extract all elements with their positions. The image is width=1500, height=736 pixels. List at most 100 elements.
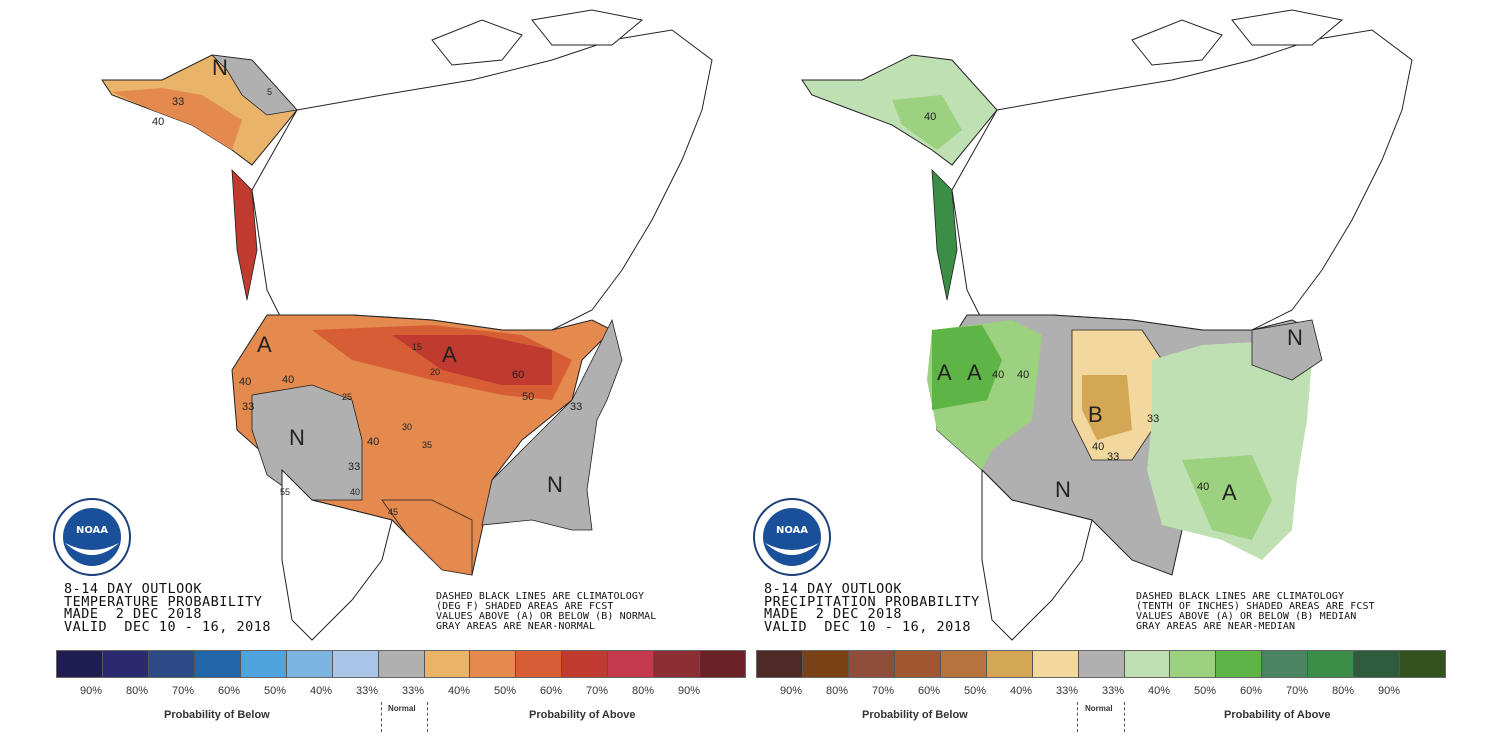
title-line: MADE 2 DEC 2018 bbox=[764, 606, 903, 622]
map-label: 33 bbox=[348, 461, 360, 473]
legend-tick-spacer bbox=[700, 685, 746, 699]
title-line: MADE 2 DEC 2018 bbox=[64, 606, 203, 622]
legend-swatch bbox=[194, 651, 241, 677]
legend-tick-label: 60% bbox=[917, 685, 940, 697]
legend-below-label: Probability of Below bbox=[862, 709, 968, 721]
legend-tick-label: 40% bbox=[1009, 685, 1032, 697]
map-label: 40 bbox=[1197, 481, 1209, 493]
legend-swatch bbox=[57, 651, 103, 677]
legend-normal-label: Normal bbox=[388, 704, 416, 713]
map-label: 33 bbox=[1147, 413, 1159, 425]
probability-legend bbox=[756, 650, 1446, 678]
legend-tick-label: 70% bbox=[1285, 685, 1308, 697]
legend-tick-label: 50% bbox=[1193, 685, 1216, 697]
texas-shape bbox=[381, 499, 473, 576]
legend-tick-label: 70% bbox=[871, 685, 894, 697]
legend-swatch bbox=[102, 651, 149, 677]
map-label: 40 bbox=[1017, 369, 1029, 381]
note-line: DASHED BLACK LINES ARE CLIMATOLOGY bbox=[1136, 591, 1345, 602]
legend-swatch bbox=[700, 651, 746, 677]
map-label: 40 bbox=[239, 376, 251, 388]
legend-tick-label: 40% bbox=[1147, 685, 1170, 697]
legend-tick-label: 33% bbox=[401, 685, 424, 697]
legend-ticks: 90% 80% 70% 60% 50% 40% 33% 33% 40% 50% 60% 70% 80% 9… bbox=[56, 685, 746, 699]
legend-tick-label: 80% bbox=[631, 685, 654, 697]
pacific-coast-strip bbox=[931, 168, 958, 301]
great-lakes-above-zone bbox=[392, 335, 552, 385]
east-above-zone bbox=[1147, 340, 1312, 560]
map-label: 40 bbox=[152, 116, 164, 128]
canada-outline bbox=[951, 29, 1413, 331]
legend-swatch bbox=[1400, 651, 1446, 677]
legend-swatch bbox=[894, 651, 941, 677]
legend-tick-label: 80% bbox=[125, 685, 148, 697]
legend-divider bbox=[1077, 702, 1078, 732]
precipitation-probability-map: A A A B N N 40 40 40 40 40 33 33 bbox=[801, 9, 1413, 641]
map-label: 33 bbox=[242, 401, 254, 413]
legend-swatch bbox=[148, 651, 195, 677]
map-label: A bbox=[967, 360, 982, 385]
seal-text: NOAA bbox=[76, 525, 108, 536]
seal-text: NOAA bbox=[776, 525, 808, 536]
legend-tick-label: 90% bbox=[779, 685, 802, 697]
noaa-seal-logo: NOAA bbox=[753, 498, 831, 576]
southeast-above-zone bbox=[1182, 455, 1272, 540]
map-label: N bbox=[1055, 477, 1071, 502]
map-label: A bbox=[442, 342, 457, 367]
map-label: 50 bbox=[522, 391, 534, 403]
map-label: 33 bbox=[570, 401, 582, 413]
map-label: A bbox=[937, 360, 952, 385]
northeast-normal-zone bbox=[1251, 319, 1323, 381]
legend-swatch bbox=[757, 651, 803, 677]
legend-tick-label: 50% bbox=[963, 685, 986, 697]
legend-swatch bbox=[654, 651, 701, 677]
legend-swatch bbox=[848, 651, 895, 677]
legend-divider bbox=[381, 702, 382, 732]
probability-legend bbox=[56, 650, 746, 678]
legend-tick-label: 90% bbox=[79, 685, 102, 697]
note-line: GRAY AREAS ARE NEAR-MEDIAN bbox=[1136, 621, 1296, 632]
legend-normal-label: Normal bbox=[1085, 704, 1113, 713]
pacific-coast-strip bbox=[231, 168, 258, 301]
map-label: N bbox=[289, 425, 305, 450]
legend-tick-label: 60% bbox=[539, 685, 562, 697]
legend-tick-label: 33% bbox=[355, 685, 378, 697]
legend-above-label: Probability of Above bbox=[529, 709, 636, 721]
title-line: PRECIPITATION PROBABILITY bbox=[764, 593, 980, 610]
legend-swatch bbox=[516, 651, 563, 677]
map-title-block: 8-14 DAY OUTLOOK TEMPERATURE PROBABILITY M… bbox=[64, 583, 271, 633]
legend-swatch bbox=[986, 651, 1033, 677]
legend-tick-label: 33% bbox=[1055, 685, 1078, 697]
map-label: 60 bbox=[512, 369, 524, 381]
legend-swatch bbox=[802, 651, 849, 677]
plains-strong-below-zone bbox=[1082, 375, 1132, 440]
map-label: 40 bbox=[1092, 441, 1104, 453]
legend-divider bbox=[1124, 702, 1125, 732]
alaska-above-zone bbox=[892, 95, 962, 150]
map-title-block: 8-14 DAY OUTLOOK PRECIPITATION PROBABILIT… bbox=[764, 583, 980, 633]
map-label: N bbox=[212, 55, 228, 80]
legend-tick-label: 70% bbox=[171, 685, 194, 697]
legend-swatch bbox=[1170, 651, 1217, 677]
mexico-outline bbox=[281, 468, 393, 641]
alaska-normal-zone bbox=[210, 54, 298, 116]
map-label: 40 bbox=[992, 369, 1004, 381]
legend-swatch bbox=[1078, 651, 1125, 677]
note-line: (DEG F) SHADED AREAS ARE FCST bbox=[436, 601, 614, 612]
legend-swatch bbox=[608, 651, 655, 677]
arctic-islands bbox=[431, 9, 644, 66]
legend-swatch bbox=[470, 651, 517, 677]
map-label: 25 bbox=[342, 392, 352, 402]
legend-swatch bbox=[1262, 651, 1309, 677]
map-label: 40 bbox=[282, 374, 294, 386]
title-line: VALID DEC 10 - 16, 2018 bbox=[64, 618, 272, 635]
map-label: 5 bbox=[267, 87, 272, 97]
legend-swatch bbox=[562, 651, 609, 677]
precipitation-outlook-panel: A A A B N N 40 40 40 40 40 33 33 NOAA 8-… bbox=[752, 0, 1452, 736]
legend-swatch bbox=[378, 651, 425, 677]
title-line: VALID DEC 10 - 16, 2018 bbox=[764, 618, 972, 635]
map-label: 15 bbox=[412, 342, 422, 352]
title-line: 8-14 DAY OUTLOOK bbox=[764, 581, 903, 597]
note-line: GRAY AREAS ARE NEAR-NORMAL bbox=[436, 621, 596, 632]
southeast-normal-zone bbox=[481, 318, 623, 531]
